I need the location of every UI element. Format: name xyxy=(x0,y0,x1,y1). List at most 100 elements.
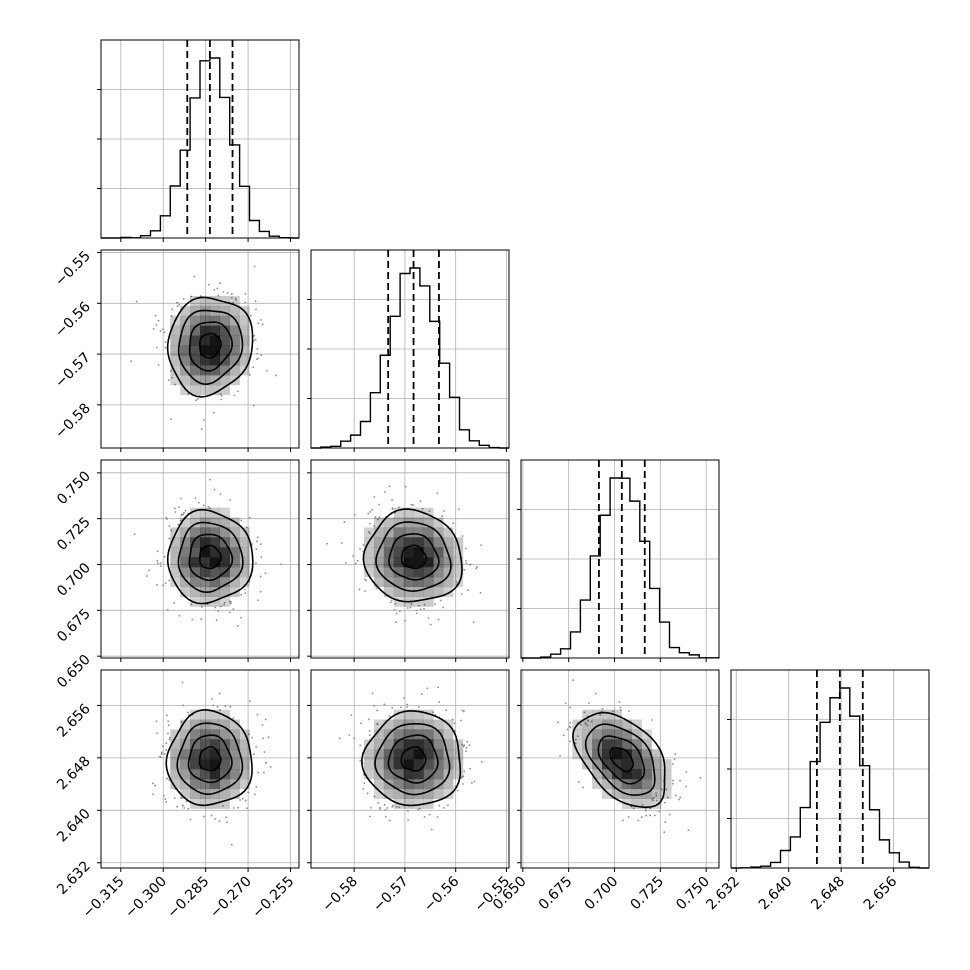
density-cell xyxy=(393,759,404,770)
density-cell xyxy=(433,576,444,588)
scatter-point xyxy=(371,508,374,511)
density-cell xyxy=(403,557,414,568)
scatter-point xyxy=(226,291,229,294)
density-cell xyxy=(209,365,220,376)
density-cell xyxy=(180,537,191,548)
density-cell xyxy=(239,527,250,538)
density-cell xyxy=(190,355,201,366)
density-cell xyxy=(200,557,211,568)
density-cell xyxy=(433,778,444,790)
scatter-point xyxy=(568,740,571,743)
scatter-point xyxy=(259,590,262,593)
density-cell xyxy=(423,709,434,720)
density-cell xyxy=(229,567,240,578)
density-cell xyxy=(219,596,230,607)
density-cell xyxy=(209,576,220,588)
scatter-point xyxy=(248,733,250,736)
panel-2d-0-1 xyxy=(100,249,300,449)
scatter-point xyxy=(241,797,244,800)
density-cell xyxy=(641,778,652,790)
density-cell xyxy=(602,769,613,780)
density-cell xyxy=(641,739,652,750)
scatter-point xyxy=(582,786,584,789)
density-cell xyxy=(190,788,201,799)
density-cell xyxy=(393,517,404,528)
density-cell xyxy=(393,739,404,750)
density-cell xyxy=(239,335,250,346)
density-cell xyxy=(373,517,385,528)
scatter-point xyxy=(584,722,587,725)
density-cell xyxy=(219,788,230,799)
density-cell xyxy=(209,567,220,578)
density-cell xyxy=(190,365,201,376)
scatter-point xyxy=(164,798,167,801)
density-cell xyxy=(403,769,414,780)
y-tick-label: −0.56 xyxy=(52,299,94,341)
scatter-point xyxy=(211,698,213,700)
scatter-point xyxy=(184,509,187,512)
scatter-point xyxy=(157,364,160,366)
density-cell xyxy=(393,729,404,740)
density-cell xyxy=(190,537,201,548)
scatter-point xyxy=(612,710,615,713)
scatter-point xyxy=(455,580,458,583)
scatter-point xyxy=(213,488,216,491)
density-cell xyxy=(190,586,201,597)
density-cell xyxy=(190,345,201,356)
density-cell xyxy=(592,769,603,780)
density-cell xyxy=(180,778,191,790)
contour-level-0 xyxy=(199,544,223,570)
density-cell xyxy=(180,729,191,740)
scatter-point xyxy=(384,491,386,493)
density-cell xyxy=(453,769,464,780)
scatter-point xyxy=(253,334,256,337)
density-cell xyxy=(219,345,230,356)
scatter-point xyxy=(202,815,205,818)
density-cell xyxy=(190,778,201,790)
density-cell xyxy=(200,315,211,326)
scatter-point xyxy=(426,687,429,690)
density-cell xyxy=(239,567,250,578)
scatter-point xyxy=(156,346,158,349)
scatter-point xyxy=(170,529,173,532)
scatter-point xyxy=(165,749,168,751)
density-cell xyxy=(180,345,191,356)
density-cell xyxy=(443,537,454,548)
contour-level-0 xyxy=(400,544,428,570)
scatter-point xyxy=(556,721,559,724)
density-cell xyxy=(413,749,424,760)
scatter-point xyxy=(420,693,423,695)
density-cell xyxy=(364,557,375,568)
scatter-point xyxy=(224,705,227,707)
scatter-point xyxy=(574,742,577,745)
density-cell xyxy=(393,537,404,548)
density-cell xyxy=(170,355,181,366)
scatter-point xyxy=(460,776,463,778)
density-cell xyxy=(190,325,201,336)
density-cell xyxy=(209,769,220,780)
scatter-point xyxy=(359,759,362,762)
density-cell xyxy=(383,537,394,548)
scatter-point xyxy=(233,394,236,397)
density-cell xyxy=(180,547,191,558)
scatter-point xyxy=(644,809,647,812)
density-cell xyxy=(239,576,250,588)
scatter-point xyxy=(256,536,259,539)
panel-frame xyxy=(520,459,720,659)
density-cell xyxy=(423,557,434,568)
density-cell xyxy=(413,537,424,548)
scatter-point xyxy=(599,714,602,716)
density-cell xyxy=(383,527,394,538)
contour-level-0 xyxy=(199,332,222,359)
scatter-point xyxy=(679,796,682,799)
scatter-point xyxy=(194,497,197,500)
scatter-point xyxy=(409,606,412,609)
scatter-point xyxy=(178,303,181,306)
scatter-point xyxy=(407,819,409,822)
density-cell xyxy=(170,729,181,740)
density-cell xyxy=(190,517,201,528)
contour-level-3 xyxy=(361,710,462,807)
scatter-point xyxy=(651,798,654,801)
scatter-point xyxy=(632,807,635,810)
scatter-point xyxy=(209,507,211,510)
